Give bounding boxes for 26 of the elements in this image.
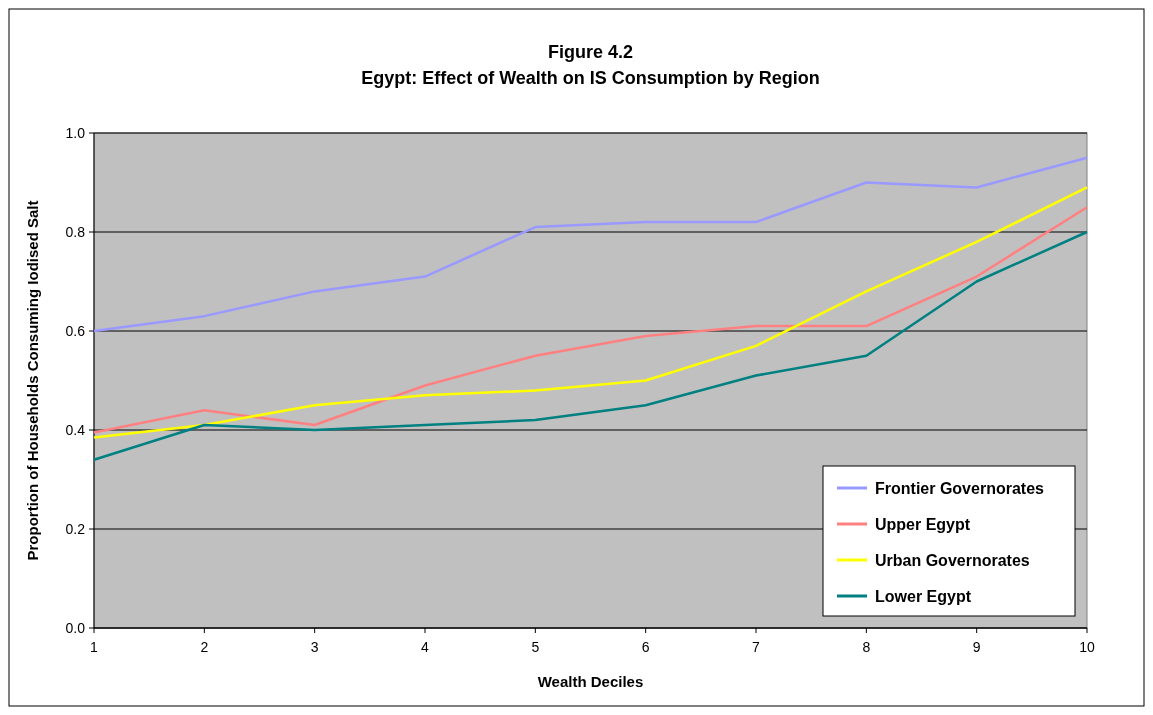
y-tick-label: 0.6 (65, 322, 86, 339)
legend-label: Frontier Governorates (875, 479, 1045, 497)
chart-title: Figure 4.2 (547, 42, 634, 62)
legend-label: Urban Governorates (875, 551, 1030, 569)
x-tick-label: 10 (1079, 639, 1095, 655)
chart-subtitle: Egypt: Effect of Wealth on IS Consumption by Region (361, 68, 820, 88)
x-tick-label: 2 (200, 639, 209, 655)
x-axis-title: Wealth Deciles (537, 673, 644, 690)
y-tick-label: 0.0 (65, 619, 86, 636)
x-tick-label: 1 (90, 639, 99, 655)
x-tick-label: 7 (752, 639, 761, 655)
y-tick-label: 1.0 (65, 124, 86, 141)
x-tick-label: 6 (641, 639, 650, 655)
x-tick-label: 8 (862, 639, 871, 655)
legend-label: Lower Egypt (875, 587, 972, 605)
x-tick-label: 9 (972, 639, 981, 655)
line-series (92, 156, 1089, 333)
x-tick-label: 4 (421, 639, 430, 655)
y-tick-label: 0.2 (65, 520, 86, 537)
y-axis-title: Proportion of Households Consuming Iodised Salt (24, 200, 41, 561)
y-tick-label: 0.8 (65, 223, 86, 240)
line-series (92, 230, 1089, 461)
legend-label: Upper Egypt (875, 515, 971, 533)
x-tick-label: 3 (310, 639, 319, 655)
x-tick-label: 5 (531, 639, 540, 655)
y-tick-label: 0.4 (65, 421, 86, 438)
